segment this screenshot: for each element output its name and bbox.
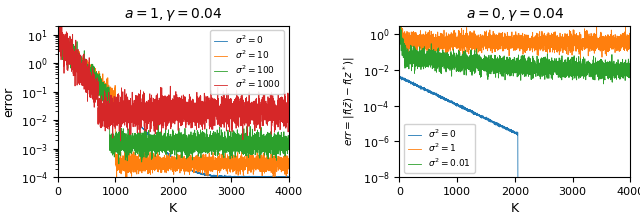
$\sigma^2 = 0.01$ — [627, 74, 634, 77]
$\sigma^2 = 0$ — [54, 36, 61, 38]
$\sigma^2 = 0$ — [494, 124, 502, 126]
$\sigma^2 = 1$ — [512, 39, 520, 41]
$\sigma^2 = 10$ — [285, 160, 292, 163]
$\sigma^2 = 1$ — [497, 39, 504, 42]
Y-axis label: error: error — [2, 86, 15, 117]
$\sigma^2 = 1000$ — [285, 114, 292, 116]
$\sigma^2 = 10$ — [86, 73, 94, 76]
$\sigma^2 = 10$ — [54, 36, 61, 39]
$\sigma^2 = 1$ — [442, 52, 449, 54]
$\sigma^2 = 10$ — [155, 171, 163, 173]
$\sigma^2 = 0$ — [627, 194, 634, 196]
$\sigma^2 = 100$ — [285, 135, 292, 137]
$\sigma^2 = 0$ — [285, 176, 292, 178]
$\sigma^2 = 0.01$ — [497, 55, 504, 58]
$\sigma^2 = 1$ — [494, 41, 502, 44]
$\sigma^2 = 100$ — [86, 74, 94, 76]
$\sigma^2 = 1$ — [428, 38, 436, 40]
$\sigma^2 = 1$ — [627, 43, 634, 45]
$\sigma^2 = 0$ — [86, 70, 94, 73]
$\sigma^2 = 100$ — [155, 132, 163, 135]
$\sigma^2 = 1$ — [553, 40, 561, 42]
$\sigma^2 = 10$ — [56, 27, 64, 29]
$\sigma^2 = 0.01$ — [553, 66, 561, 69]
X-axis label: K: K — [169, 202, 177, 215]
$\sigma^2 = 0$ — [100, 85, 108, 87]
$\sigma^2 = 0.01$ — [494, 68, 502, 70]
$\sigma^2 = 1000$ — [170, 100, 178, 103]
$\sigma^2 = 100$ — [170, 138, 178, 140]
$\sigma^2 = 1$ — [577, 60, 584, 63]
$\sigma^2 = 100$ — [211, 141, 219, 143]
$\sigma^2 = 1000$ — [54, 41, 61, 43]
$\sigma^2 = 0$ — [497, 123, 504, 126]
Line: $\sigma^2 = 1000$: $\sigma^2 = 1000$ — [58, 17, 289, 141]
$\sigma^2 = 0.01$ — [428, 61, 436, 63]
$\sigma^2 = 1000$ — [152, 120, 160, 122]
Title: $a = 1, \gamma = 0.04$: $a = 1, \gamma = 0.04$ — [124, 6, 223, 23]
$\sigma^2 = 100$ — [152, 148, 160, 150]
$\sigma^2 = 0$ — [54, 36, 61, 38]
$\sigma^2 = 0$ — [155, 143, 163, 146]
$\sigma^2 = 1000$ — [211, 115, 219, 118]
$\sigma^2 = 0$ — [152, 140, 160, 143]
Y-axis label: $err = |f(\bar{z}) - f(z^*)|$: $err = |f(\bar{z}) - f(z^*)|$ — [341, 57, 357, 146]
Line: $\sigma^2 = 0$: $\sigma^2 = 0$ — [58, 37, 289, 177]
Title: $a = 0, \gamma = 0.04$: $a = 0, \gamma = 0.04$ — [465, 6, 564, 23]
$\sigma^2 = 0$ — [442, 99, 449, 102]
$\sigma^2 = 1000$ — [100, 118, 108, 121]
$\sigma^2 = 0.01$ — [600, 83, 607, 85]
$\sigma^2 = 100$ — [54, 30, 61, 32]
$\sigma^2 = 10$ — [211, 162, 219, 165]
$\sigma^2 = 1000$ — [116, 140, 124, 142]
$\sigma^2 = 0.01$ — [442, 58, 449, 60]
$\sigma^2 = 0$ — [396, 75, 403, 78]
Line: $\sigma^2 = 10$: $\sigma^2 = 10$ — [58, 28, 289, 181]
$\sigma^2 = 0$ — [220, 176, 227, 178]
Line: $\sigma^2 = 0$: $\sigma^2 = 0$ — [399, 76, 630, 195]
Legend: $\sigma^2 = 0$, $\sigma^2 = 10$, $\sigma^2 = 100$, $\sigma^2 = 1000$: $\sigma^2 = 0$, $\sigma^2 = 10$, $\sigma… — [211, 30, 284, 94]
$\sigma^2 = 1000$ — [155, 117, 163, 119]
$\sigma^2 = 0$ — [396, 77, 403, 79]
$\sigma^2 = 0.01$ — [396, 22, 403, 24]
$\sigma^2 = 10$ — [100, 83, 108, 86]
Line: $\sigma^2 = 1$: $\sigma^2 = 1$ — [399, 22, 630, 62]
$\sigma^2 = 100$ — [100, 95, 108, 97]
$\sigma^2 = 1000$ — [56, 16, 63, 18]
$\sigma^2 = 100$ — [115, 163, 123, 165]
Line: $\sigma^2 = 100$: $\sigma^2 = 100$ — [58, 28, 289, 164]
$\sigma^2 = 0$ — [553, 194, 561, 196]
$\sigma^2 = 1$ — [396, 21, 404, 24]
$\sigma^2 = 10$ — [152, 155, 160, 157]
$\sigma^2 = 0$ — [211, 175, 219, 178]
X-axis label: K: K — [511, 202, 519, 215]
$\sigma^2 = 0$ — [170, 158, 178, 160]
Line: $\sigma^2 = 0.01$: $\sigma^2 = 0.01$ — [399, 23, 630, 84]
$\sigma^2 = 1000$ — [86, 76, 94, 78]
$\sigma^2 = 0.01$ — [396, 27, 403, 29]
$\sigma^2 = 0.01$ — [512, 60, 520, 62]
$\sigma^2 = 10$ — [214, 179, 221, 182]
$\sigma^2 = 0$ — [512, 132, 520, 134]
$\sigma^2 = 100$ — [56, 27, 64, 30]
Legend: $\sigma^2 = 0$, $\sigma^2 = 1$, $\sigma^2 = 0.01$: $\sigma^2 = 0$, $\sigma^2 = 1$, $\sigma^… — [404, 124, 475, 173]
$\sigma^2 = 0$ — [514, 194, 522, 196]
$\sigma^2 = 0$ — [428, 93, 436, 95]
$\sigma^2 = 1$ — [396, 31, 403, 34]
$\sigma^2 = 10$ — [170, 163, 178, 166]
